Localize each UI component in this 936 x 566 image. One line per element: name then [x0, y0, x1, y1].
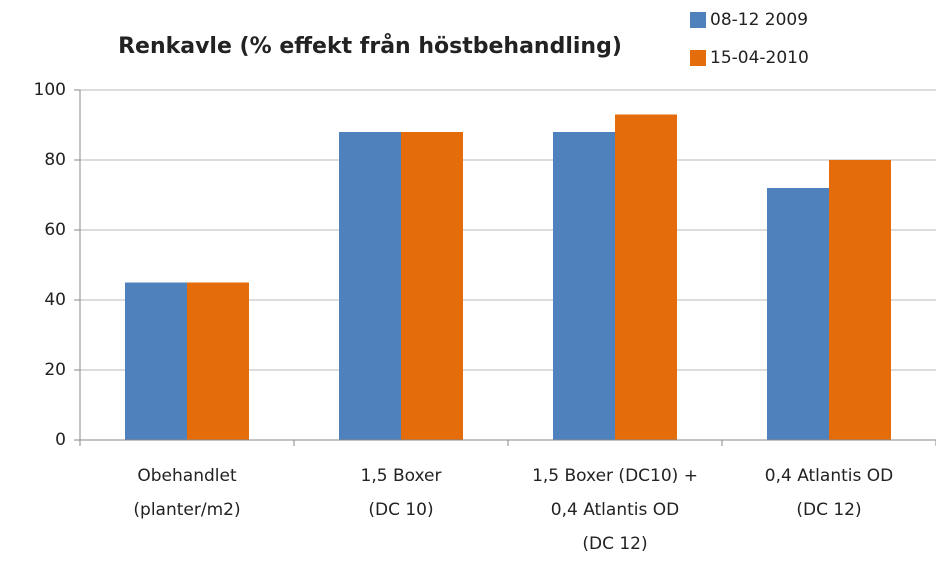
y-tick-label: 20 — [44, 360, 66, 380]
x-tick-label: 1,5 Boxer (DC10) + — [532, 466, 698, 486]
x-tick-label: (DC 12) — [796, 500, 861, 520]
x-tick-label: (DC 12) — [582, 534, 647, 554]
legend-label: 08-12 2009 — [710, 10, 808, 30]
chart-title: Renkavle (% effekt från höstbehandling) — [118, 33, 622, 59]
legend-swatch — [690, 50, 706, 66]
x-tick-label: (planter/m2) — [133, 500, 240, 520]
bar — [829, 160, 891, 440]
bar — [401, 132, 463, 440]
y-tick-label: 0 — [55, 430, 66, 450]
legend-swatch — [690, 12, 706, 28]
bar — [615, 114, 677, 440]
x-tick-label: Obehandlet — [137, 466, 237, 486]
y-tick-label: 80 — [44, 150, 66, 170]
bar — [767, 188, 829, 440]
x-tick-label: 0,4 Atlantis OD — [551, 500, 679, 520]
x-tick-label: 0,4 Atlantis OD — [765, 466, 893, 486]
bar — [339, 132, 401, 440]
bar — [125, 282, 187, 440]
y-tick-label: 100 — [34, 80, 66, 100]
y-tick-label: 60 — [44, 220, 66, 240]
x-tick-label: (DC 10) — [368, 500, 433, 520]
bar — [553, 132, 615, 440]
x-tick-label: 1,5 Boxer — [361, 466, 442, 486]
legend-label: 15-04-2010 — [710, 48, 809, 68]
bar — [187, 282, 249, 440]
y-tick-label: 40 — [44, 290, 66, 310]
